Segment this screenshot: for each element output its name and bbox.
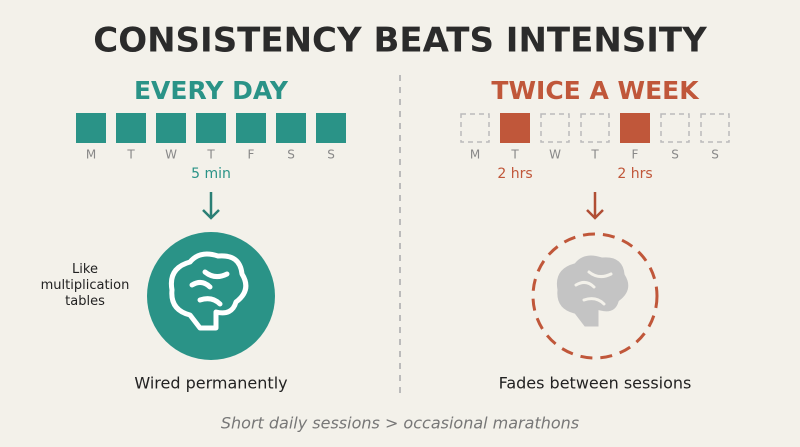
day-label: M [86, 148, 96, 162]
empty-day-square [460, 113, 490, 143]
day-label: W [165, 148, 177, 162]
day-square [316, 113, 346, 143]
day-label: T [126, 148, 135, 162]
left-note: 5 min [191, 166, 231, 182]
session-label: 2 hrs [497, 166, 532, 182]
day-label: F [248, 148, 255, 162]
day-label: T [590, 148, 599, 162]
strong-circle [147, 232, 275, 360]
day-label: W [549, 148, 561, 162]
brain-icon [168, 251, 249, 331]
side-note: Like multiplication tables [40, 262, 130, 309]
right-arrow [586, 192, 604, 220]
empty-day-square [540, 113, 570, 143]
day-square [196, 113, 226, 143]
left-caption: Wired permanently [134, 374, 287, 393]
day-square [236, 113, 266, 143]
fading-circle [531, 232, 659, 360]
day-label: F [632, 148, 639, 162]
faded-brain-icon [553, 252, 632, 330]
left-arrow [202, 192, 220, 220]
footer: Short daily sessions > occasional marath… [221, 414, 579, 433]
day-label: T [206, 148, 215, 162]
day-label: S [711, 148, 719, 162]
day-square [620, 113, 650, 143]
empty-day-square [660, 113, 690, 143]
day-square [116, 113, 146, 143]
title: CONSISTENCY BEATS INTENSITY [93, 21, 707, 61]
session-label: 2 hrs [617, 166, 652, 182]
day-label: T [510, 148, 519, 162]
right-heading: TWICE A WEEK [491, 76, 700, 105]
day-label: S [671, 148, 679, 162]
day-square [76, 113, 106, 143]
day-square [276, 113, 306, 143]
day-square [156, 113, 186, 143]
day-square [500, 113, 530, 143]
day-label: M [470, 148, 480, 162]
empty-day-square [700, 113, 730, 143]
empty-day-square [580, 113, 610, 143]
left-heading: EVERY DAY [134, 76, 289, 105]
right-caption: Fades between sessions [499, 374, 692, 393]
day-label: S [327, 148, 335, 162]
day-label: S [287, 148, 295, 162]
